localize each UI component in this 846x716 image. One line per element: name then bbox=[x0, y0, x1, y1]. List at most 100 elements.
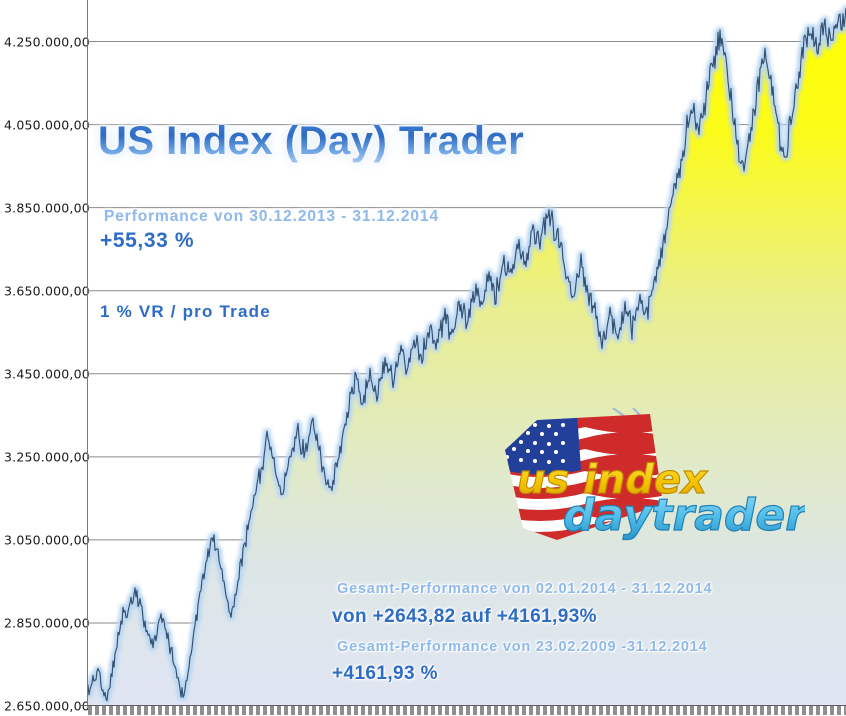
x-axis-tick bbox=[627, 706, 631, 715]
x-axis-tick bbox=[389, 706, 393, 715]
x-axis-tick bbox=[88, 706, 92, 715]
x-axis-tick bbox=[753, 706, 757, 715]
y-axis-tick-label: 2.650.000,00 bbox=[4, 698, 90, 714]
x-axis-tick bbox=[473, 706, 477, 715]
x-axis-tick bbox=[788, 706, 792, 715]
x-axis-tick bbox=[102, 706, 106, 715]
x-axis-tick bbox=[655, 706, 659, 715]
plot-area bbox=[87, 0, 846, 706]
x-axis-tick bbox=[571, 706, 575, 715]
x-axis-tick bbox=[361, 706, 365, 715]
x-axis-tick bbox=[550, 706, 554, 715]
x-axis-tick bbox=[417, 706, 421, 715]
x-axis-tick bbox=[494, 706, 498, 715]
x-axis-tick bbox=[690, 706, 694, 715]
x-axis-tick bbox=[375, 706, 379, 715]
x-axis-tick bbox=[522, 706, 526, 715]
x-axis-tick bbox=[214, 706, 218, 715]
x-axis-tick bbox=[137, 706, 141, 715]
y-axis-tick-label: 3.650.000,00 bbox=[4, 283, 90, 299]
x-axis-line bbox=[80, 705, 846, 706]
x-axis-tick bbox=[207, 706, 211, 715]
x-axis-tick bbox=[263, 706, 267, 715]
x-axis-tick bbox=[732, 706, 736, 715]
x-axis-tick bbox=[249, 706, 253, 715]
x-axis-tick bbox=[816, 706, 820, 715]
x-axis-tick bbox=[459, 706, 463, 715]
x-axis-tick bbox=[445, 706, 449, 715]
y-axis-tick-label: 2.850.000,00 bbox=[4, 615, 90, 631]
x-axis-tick bbox=[578, 706, 582, 715]
x-axis-tick bbox=[704, 706, 708, 715]
x-axis-tick bbox=[529, 706, 533, 715]
x-axis-tick bbox=[123, 706, 127, 715]
x-axis-tick bbox=[179, 706, 183, 715]
x-axis-tick bbox=[228, 706, 232, 715]
x-axis-tick bbox=[340, 706, 344, 715]
x-axis-tick bbox=[599, 706, 603, 715]
x-axis-tick bbox=[144, 706, 148, 715]
x-axis-tick bbox=[270, 706, 274, 715]
y-axis-line bbox=[87, 0, 88, 706]
x-axis-tick bbox=[746, 706, 750, 715]
x-axis-tick bbox=[809, 706, 813, 715]
x-axis-tick bbox=[795, 706, 799, 715]
x-axis-tick bbox=[221, 706, 225, 715]
x-axis-tick bbox=[585, 706, 589, 715]
x-axis-tick bbox=[95, 706, 99, 715]
x-axis-tick bbox=[515, 706, 519, 715]
x-axis-tick bbox=[151, 706, 155, 715]
x-axis-tick bbox=[193, 706, 197, 715]
x-axis-tick bbox=[683, 706, 687, 715]
x-axis-tick bbox=[438, 706, 442, 715]
y-axis-tick-label: 3.450.000,00 bbox=[4, 366, 90, 382]
x-axis-tick bbox=[837, 706, 841, 715]
x-axis-tick bbox=[613, 706, 617, 715]
x-axis-tick bbox=[774, 706, 778, 715]
x-axis-tick bbox=[291, 706, 295, 715]
x-axis-tick bbox=[634, 706, 638, 715]
x-axis-tick bbox=[508, 706, 512, 715]
x-axis-tick bbox=[711, 706, 715, 715]
x-axis-tick bbox=[676, 706, 680, 715]
x-axis-tick bbox=[564, 706, 568, 715]
x-axis-tick bbox=[165, 706, 169, 715]
x-axis-tick bbox=[431, 706, 435, 715]
x-axis-tick bbox=[802, 706, 806, 715]
x-axis-tick bbox=[312, 706, 316, 715]
y-axis-tick-label: 3.850.000,00 bbox=[4, 200, 90, 216]
x-axis-tick bbox=[200, 706, 204, 715]
x-axis-tick bbox=[823, 706, 827, 715]
x-axis-tick bbox=[718, 706, 722, 715]
y-axis-tick-label: 4.250.000,00 bbox=[4, 34, 90, 50]
x-axis-tick bbox=[235, 706, 239, 715]
x-axis-tick bbox=[767, 706, 771, 715]
x-axis-tick bbox=[606, 706, 610, 715]
x-axis-tick bbox=[697, 706, 701, 715]
x-axis-tick bbox=[648, 706, 652, 715]
x-axis-tick bbox=[536, 706, 540, 715]
x-axis-tick bbox=[172, 706, 176, 715]
x-axis-tick bbox=[620, 706, 624, 715]
x-axis-tick bbox=[781, 706, 785, 715]
x-axis-tick bbox=[305, 706, 309, 715]
y-axis-tick-label: 4.050.000,00 bbox=[4, 117, 90, 133]
x-axis-tick bbox=[347, 706, 351, 715]
x-axis-tick bbox=[424, 706, 428, 715]
x-axis-tick bbox=[543, 706, 547, 715]
x-axis-tick bbox=[501, 706, 505, 715]
x-axis-tick bbox=[319, 706, 323, 715]
x-axis-tick bbox=[725, 706, 729, 715]
x-axis-tick bbox=[396, 706, 400, 715]
x-axis-tick bbox=[480, 706, 484, 715]
x-axis-tick bbox=[669, 706, 673, 715]
x-axis-tick bbox=[760, 706, 764, 715]
x-axis-tick bbox=[186, 706, 190, 715]
x-axis-tick bbox=[641, 706, 645, 715]
x-axis-tick bbox=[466, 706, 470, 715]
x-axis-tick bbox=[333, 706, 337, 715]
x-axis-tick bbox=[410, 706, 414, 715]
x-axis-tick bbox=[256, 706, 260, 715]
x-axis-tick bbox=[298, 706, 302, 715]
